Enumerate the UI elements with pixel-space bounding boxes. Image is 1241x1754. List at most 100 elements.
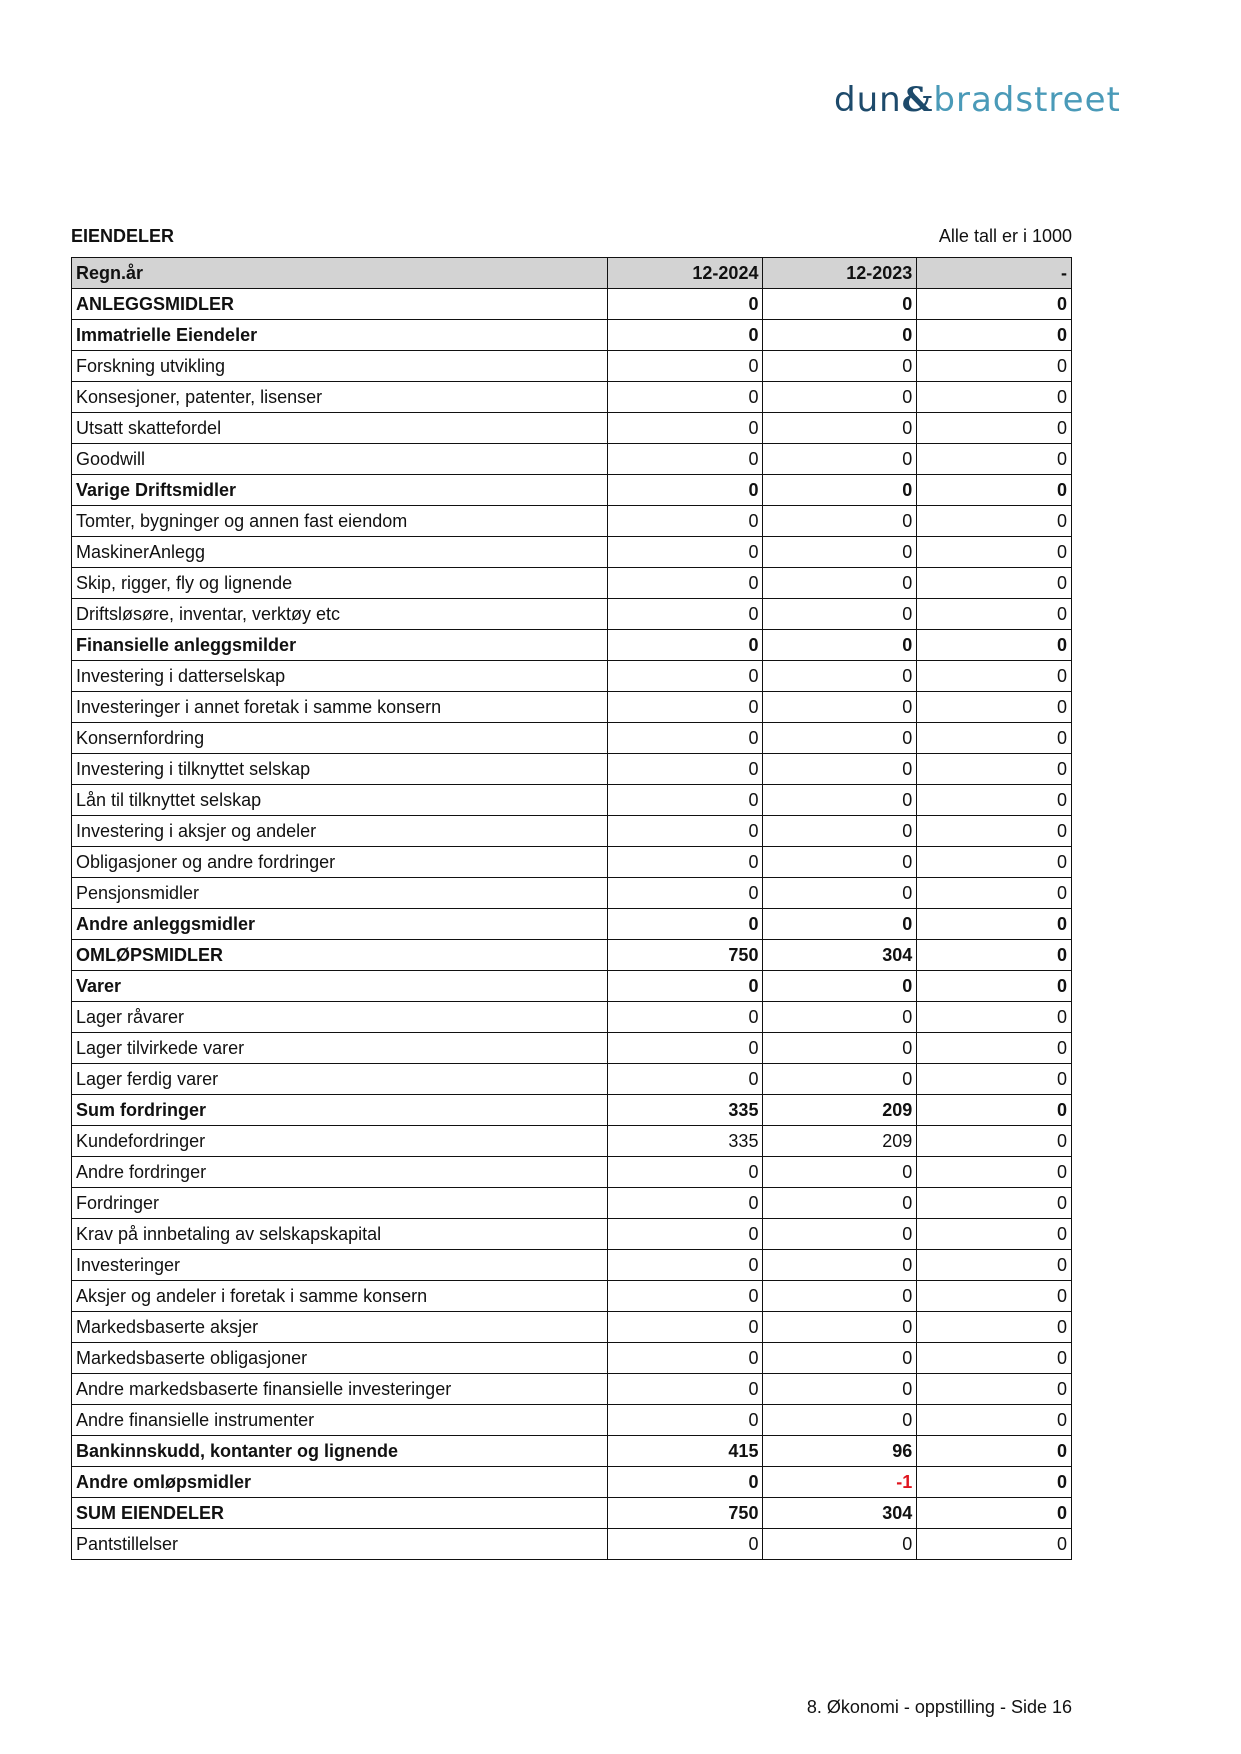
- table-row: Skip, rigger, fly og lignende 0 0 0: [71, 567, 1072, 599]
- header-blank-year: -: [916, 257, 1072, 289]
- row-value: 0: [762, 1032, 918, 1064]
- row-value: 0: [606, 970, 764, 1002]
- row-value: 0: [606, 877, 764, 909]
- row-value: -1: [762, 1466, 918, 1498]
- row-value: 0: [762, 908, 918, 940]
- row-value: 0: [606, 567, 764, 599]
- table-row: Investeringer i annet foretak i samme ko…: [71, 691, 1072, 723]
- row-label: Obligasjoner og andre fordringer: [71, 846, 608, 878]
- row-value: 0: [606, 1001, 764, 1033]
- row-value: 0: [606, 1404, 764, 1436]
- table-row: Konsesjoner, patenter, lisenser 0 0 0: [71, 381, 1072, 413]
- row-value: 0: [916, 412, 1072, 444]
- row-value: 0: [606, 443, 764, 475]
- row-label: Skip, rigger, fly og lignende: [71, 567, 608, 599]
- row-label: Lager ferdig varer: [71, 1063, 608, 1095]
- table-row: OMLØPSMIDLER 750 304 0: [71, 939, 1072, 971]
- table-row: Lager ferdig varer 0 0 0: [71, 1063, 1072, 1095]
- row-value: 0: [916, 1466, 1072, 1498]
- table-row: Lån til tilknyttet selskap 0 0 0: [71, 784, 1072, 816]
- logo-ampersand: &: [901, 80, 934, 120]
- row-value: 0: [606, 1311, 764, 1343]
- header-2023: 12-2023: [762, 257, 918, 289]
- row-value: 0: [762, 319, 918, 351]
- row-label: Lån til tilknyttet selskap: [71, 784, 608, 816]
- table-row: Goodwill 0 0 0: [71, 443, 1072, 475]
- row-value: 0: [762, 784, 918, 816]
- table-row: Varer 0 0 0: [71, 970, 1072, 1002]
- table-row: Markedsbaserte obligasjoner 0 0 0: [71, 1342, 1072, 1374]
- row-value: 0: [762, 877, 918, 909]
- row-label: Pantstillelser: [71, 1528, 608, 1560]
- row-value: 0: [606, 722, 764, 754]
- row-value: 0: [916, 1311, 1072, 1343]
- table-row: Investering i tilknyttet selskap 0 0 0: [71, 753, 1072, 785]
- row-value: 0: [762, 443, 918, 475]
- row-value: 0: [916, 1280, 1072, 1312]
- row-label: Investeringer i annet foretak i samme ko…: [71, 691, 608, 723]
- table-row: Lager råvarer 0 0 0: [71, 1001, 1072, 1033]
- row-value: 0: [762, 412, 918, 444]
- row-label: Lager råvarer: [71, 1001, 608, 1033]
- row-label: Lager tilvirkede varer: [71, 1032, 608, 1064]
- row-value: 0: [916, 288, 1072, 320]
- row-label: Sum fordringer: [71, 1094, 608, 1126]
- header-regnaar: Regn.år: [71, 257, 608, 289]
- row-value: 0: [762, 1156, 918, 1188]
- row-value: 0: [606, 350, 764, 382]
- row-value: 0: [606, 319, 764, 351]
- row-value: 0: [762, 1001, 918, 1033]
- table-row: Markedsbaserte aksjer 0 0 0: [71, 1311, 1072, 1343]
- row-label: Investering i datterselskap: [71, 660, 608, 692]
- table-row: Andre omløpsmidler 0 -1 0: [71, 1466, 1072, 1498]
- row-value: 0: [916, 350, 1072, 382]
- row-label: Investeringer: [71, 1249, 608, 1281]
- row-value: 0: [606, 1280, 764, 1312]
- row-value: 0: [916, 1032, 1072, 1064]
- row-value: 0: [606, 1528, 764, 1560]
- table-row: Investering i aksjer og andeler 0 0 0: [71, 815, 1072, 847]
- row-label: Konsernfordring: [71, 722, 608, 754]
- row-label: Utsatt skattefordel: [71, 412, 608, 444]
- row-value: 0: [916, 846, 1072, 878]
- row-label: Varige Driftsmidler: [71, 474, 608, 506]
- table-row: Driftsløsøre, inventar, verktøy etc 0 0 0: [71, 598, 1072, 630]
- table-row: Andre markedsbaserte finansielle investe…: [71, 1373, 1072, 1405]
- row-value: 209: [762, 1094, 918, 1126]
- row-value: 0: [762, 1528, 918, 1560]
- row-value: 0: [916, 784, 1072, 816]
- table-header-row: Regn.år 12-2024 12-2023 -: [71, 257, 1072, 289]
- table-row: Kundefordringer 335 209 0: [71, 1125, 1072, 1157]
- assets-table: Regn.år 12-2024 12-2023 - ANLEGGSMIDLER 0…: [71, 257, 1072, 1560]
- row-value: 0: [762, 629, 918, 661]
- table-row: Bankinnskudd, kontanter og lignende 415 96…: [71, 1435, 1072, 1467]
- table-row: Obligasjoner og andre fordringer 0 0 0: [71, 846, 1072, 878]
- row-value: 0: [762, 381, 918, 413]
- row-label: Immatrielle Eiendeler: [71, 319, 608, 351]
- row-value: 0: [762, 1187, 918, 1219]
- row-value: 0: [916, 1373, 1072, 1405]
- row-value: 96: [762, 1435, 918, 1467]
- table-row: Tomter, bygninger og annen fast eiendom 0…: [71, 505, 1072, 537]
- row-value: 0: [762, 1249, 918, 1281]
- row-value: 0: [606, 753, 764, 785]
- row-value: 0: [916, 1342, 1072, 1374]
- table-row: Pensjonsmidler 0 0 0: [71, 877, 1072, 909]
- row-value: 0: [916, 815, 1072, 847]
- row-value: 0: [606, 1249, 764, 1281]
- row-value: 0: [762, 567, 918, 599]
- table-row: SUM EIENDELER 750 304 0: [71, 1497, 1072, 1529]
- row-value: 0: [916, 381, 1072, 413]
- table-row: Investering i datterselskap 0 0 0: [71, 660, 1072, 692]
- row-label: Andre markedsbaserte finansielle investe…: [71, 1373, 608, 1405]
- row-value: 0: [916, 598, 1072, 630]
- row-value: 0: [762, 536, 918, 568]
- row-value: 0: [916, 1156, 1072, 1188]
- row-value: 0: [606, 1373, 764, 1405]
- row-value: 0: [762, 1218, 918, 1250]
- row-value: 0: [916, 1218, 1072, 1250]
- row-label: Pensjonsmidler: [71, 877, 608, 909]
- row-value: 0: [916, 1249, 1072, 1281]
- row-value: 0: [606, 908, 764, 940]
- row-value: 0: [606, 288, 764, 320]
